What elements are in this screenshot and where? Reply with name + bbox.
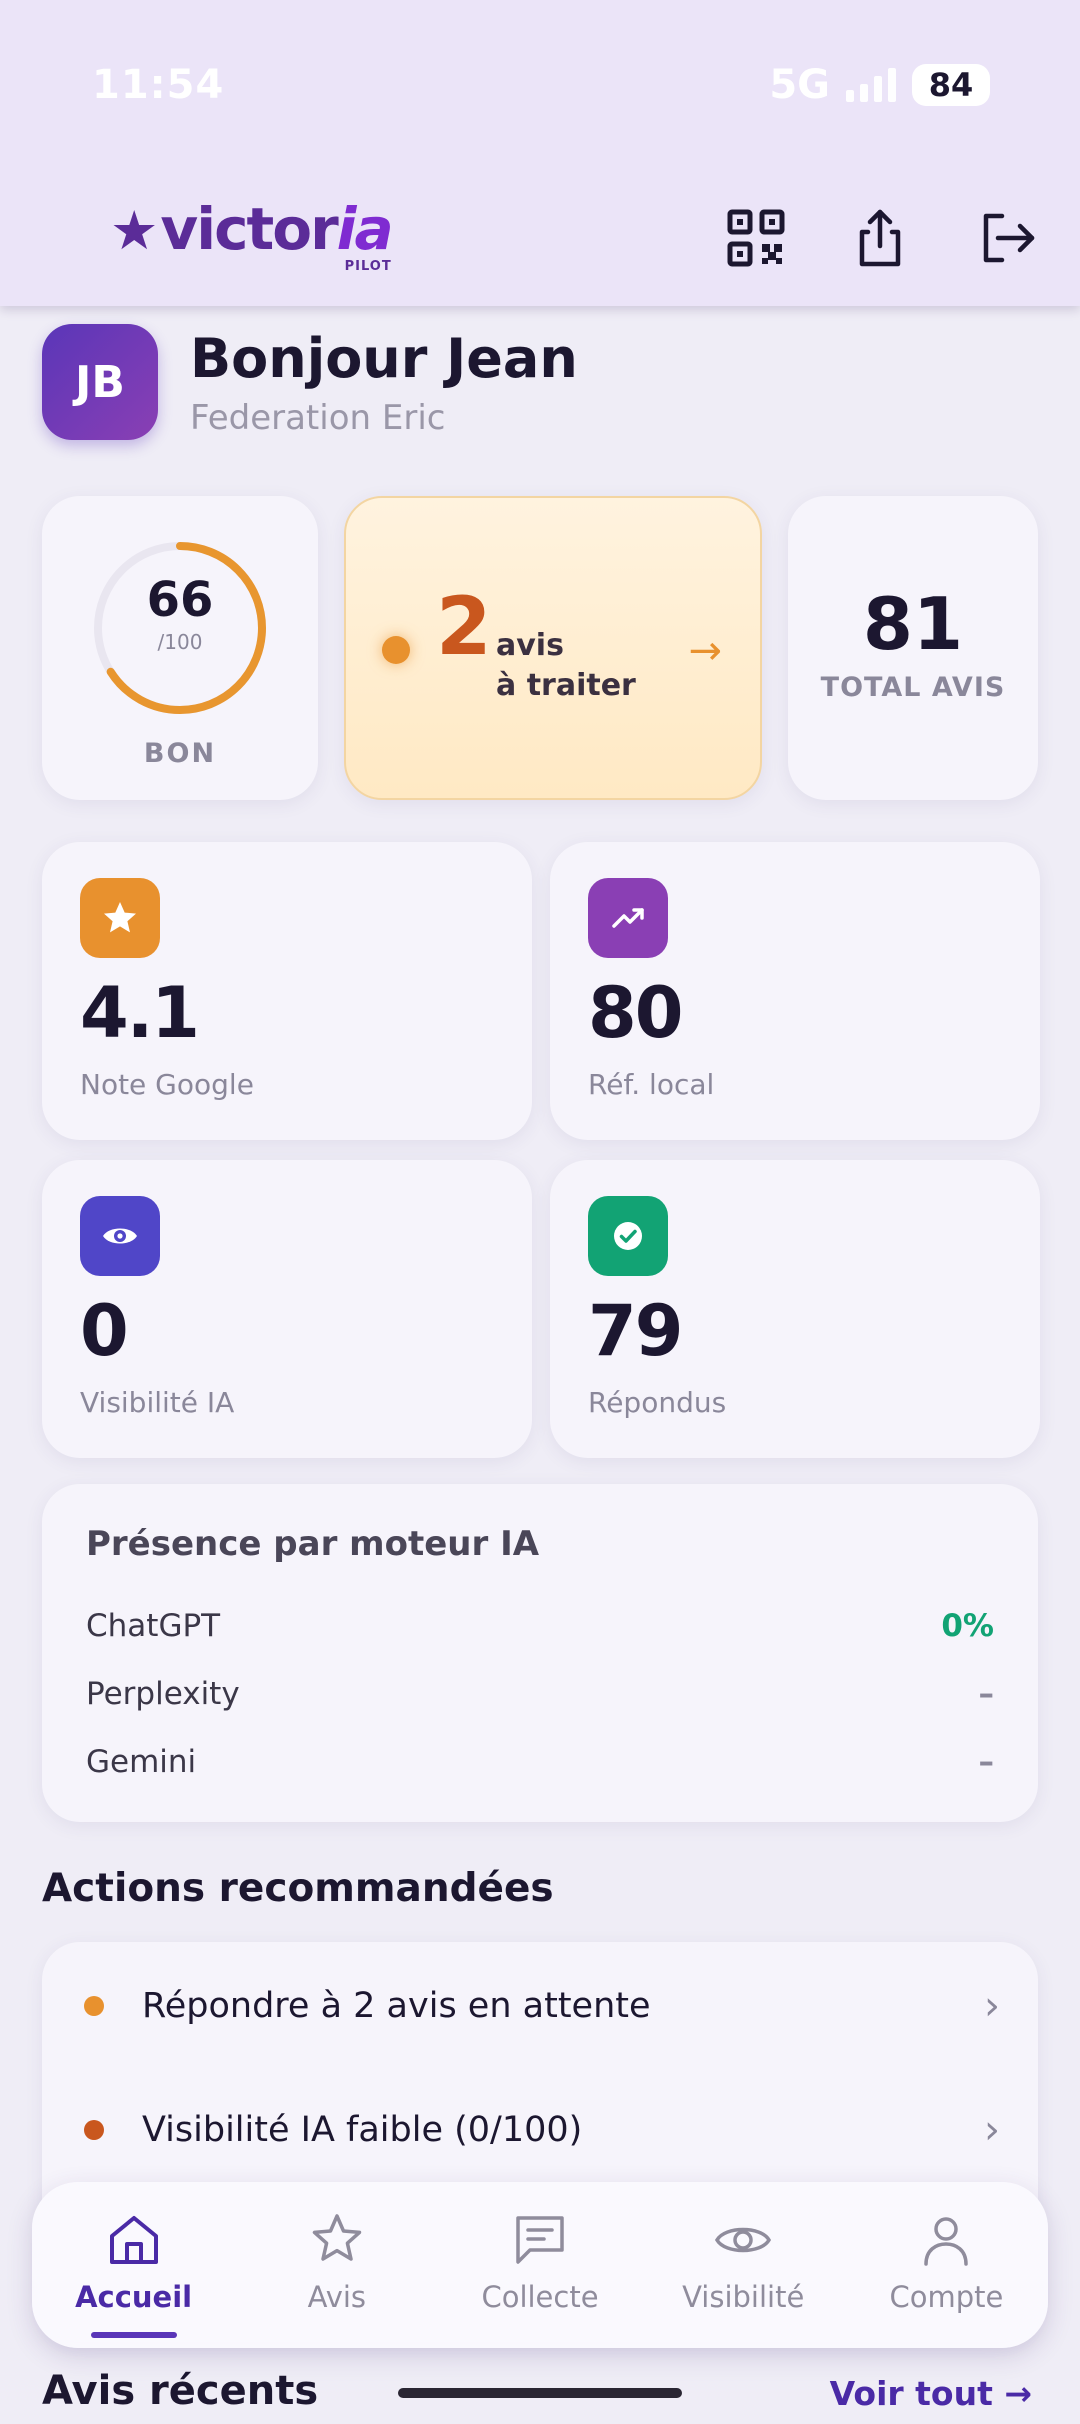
stat-label: Réf. local: [588, 1068, 715, 1101]
app-logo: ★ victoria PILOT: [110, 195, 394, 274]
tab-visibility[interactable]: Visibilité: [642, 2182, 845, 2348]
star-outline-icon: [312, 2214, 362, 2261]
logo-star-icon: ★: [110, 199, 159, 262]
message-square-icon: [516, 2216, 564, 2264]
check-circle-icon: [588, 1196, 668, 1276]
chevron-right-icon: ›: [984, 2107, 1000, 2153]
signal-icon: [846, 68, 896, 102]
stat-label: Visibilité IA: [80, 1386, 235, 1419]
presence-row-chatgpt: ChatGPT 0%: [86, 1608, 994, 1644]
app-header: 11:54 5G 84 ★ victoria PILOT: [0, 0, 1080, 306]
user-icon: [924, 2217, 969, 2266]
score-label: BON: [143, 738, 217, 769]
organization-name: Federation Eric: [190, 397, 446, 438]
home-indicator: [398, 2388, 682, 2398]
see-all-link[interactable]: Voir tout →: [829, 2374, 1032, 2413]
active-tab-indicator: [90, 2332, 177, 2338]
logo-subtitle: PILOT: [344, 259, 392, 274]
tab-collect[interactable]: Collecte: [438, 2182, 641, 2348]
stat-value: 0: [80, 1290, 129, 1372]
presence-row-gemini: Gemini –: [86, 1744, 994, 1780]
stat-card-google-rating[interactable]: 4.1 Note Google: [42, 842, 532, 1140]
status-dot-icon: [84, 2120, 104, 2140]
greeting-section: JB Bonjour Jean Federation Eric: [42, 324, 578, 440]
total-reviews-card[interactable]: 81 TOTAL AVIS: [788, 496, 1038, 800]
pending-dot-icon: [382, 636, 410, 664]
avatar[interactable]: JB: [42, 324, 158, 440]
score-arc: [94, 542, 266, 714]
tab-home[interactable]: Accueil: [32, 2182, 235, 2348]
stat-card-local-ranking[interactable]: 80 Réf. local: [550, 842, 1040, 1140]
qr-code-icon[interactable]: [724, 206, 788, 270]
stat-label: Répondus: [588, 1386, 727, 1419]
trending-up-icon: [588, 878, 668, 958]
network-label: 5G: [769, 62, 830, 108]
score-ring: [94, 542, 266, 714]
eye-icon: [80, 1196, 160, 1276]
share-icon[interactable]: [848, 206, 912, 270]
logo-wordmark: victoria: [160, 195, 393, 263]
actions-section-title: Actions recommandées: [42, 1866, 554, 1911]
score-value: 66: [146, 572, 214, 628]
pending-reviews-card[interactable]: 2 avis à traiter →: [344, 496, 762, 800]
status-indicators: 5G 84: [769, 62, 990, 108]
stat-label: Note Google: [80, 1068, 254, 1101]
total-reviews-label: TOTAL AVIS: [820, 672, 1006, 703]
star-icon: [80, 878, 160, 958]
battery-icon: 84: [912, 64, 990, 106]
presence-title: Présence par moteur IA: [86, 1524, 540, 1564]
score-max: /100: [157, 630, 203, 654]
presence-row-perplexity: Perplexity –: [86, 1676, 994, 1712]
recent-reviews-title: Avis récents: [42, 2368, 319, 2414]
bottom-tab-bar: Accueil Avis Collecte Visibilité Compte: [32, 2182, 1048, 2348]
home-icon: [109, 2216, 158, 2264]
tab-reviews[interactable]: Avis: [235, 2182, 438, 2348]
status-dot-icon: [84, 1996, 104, 2016]
stat-card-responded[interactable]: 79 Répondus: [550, 1160, 1040, 1458]
stat-value: 4.1: [80, 972, 200, 1054]
chevron-right-icon: ›: [984, 1983, 1000, 2029]
status-time: 11:54: [92, 62, 225, 108]
action-item-reply-pending[interactable]: Répondre à 2 avis en attente ›: [84, 1976, 1000, 2036]
ai-presence-card: Présence par moteur IA ChatGPT 0% Perple…: [42, 1484, 1038, 1822]
stat-value: 80: [588, 972, 683, 1054]
score-card[interactable]: 66 /100 BON: [42, 496, 318, 800]
tab-account[interactable]: Compte: [845, 2182, 1048, 2348]
pending-count: 2: [436, 580, 492, 673]
arrow-right-icon: →: [688, 628, 722, 674]
pending-text: avis à traiter: [496, 628, 636, 703]
total-reviews-value: 81: [862, 582, 964, 666]
eye-outline-icon: [715, 2227, 772, 2253]
stat-value: 79: [588, 1290, 683, 1372]
logout-icon[interactable]: [974, 206, 1038, 270]
stat-card-ai-visibility[interactable]: 0 Visibilité IA: [42, 1160, 532, 1458]
greeting-title: Bonjour Jean: [190, 326, 578, 390]
action-item-ai-visibility[interactable]: Visibilité IA faible (0/100) ›: [84, 2100, 1000, 2160]
